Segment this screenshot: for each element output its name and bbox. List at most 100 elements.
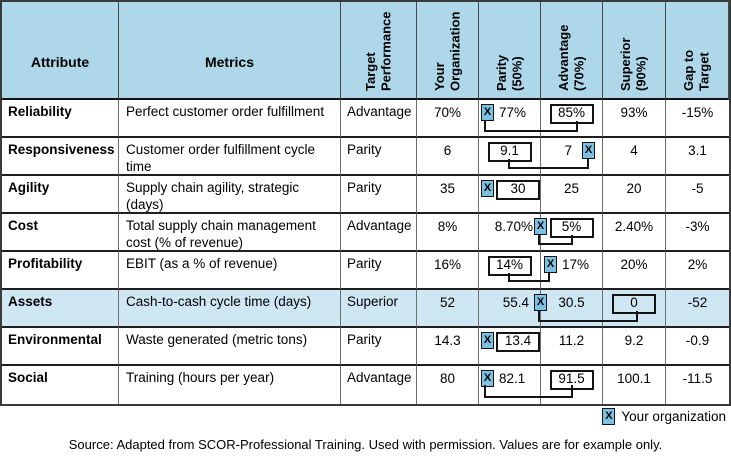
advantage-cell: 5% bbox=[541, 214, 603, 252]
source-citation: Source: Adapted from SCOR-Professional T… bbox=[68, 437, 663, 452]
benchmark-value: 17% bbox=[562, 257, 590, 272]
column-header-advantage: Advantage (70%) bbox=[541, 2, 603, 100]
attribute-cell-agility: Agility bbox=[2, 176, 119, 214]
rotated-header-label: Superior (90%) bbox=[618, 37, 649, 91]
column-header-your-organization: Your Organization bbox=[417, 2, 479, 100]
connector-line-reliability bbox=[484, 121, 578, 132]
advantage-cell: 30.5 bbox=[541, 290, 603, 328]
your-org-marker-icon: X bbox=[602, 408, 616, 425]
connector-line-social bbox=[484, 385, 573, 398]
your-organization-cell: 70% bbox=[417, 100, 479, 138]
superior-cell: 9.2 bbox=[603, 328, 666, 366]
parity-cell: 9.1 bbox=[479, 138, 541, 176]
benchmark-value: 20% bbox=[620, 257, 648, 272]
attribute-cell-responsiveness: Responsiveness bbox=[2, 138, 119, 176]
your-org-marker-icon: X bbox=[481, 370, 494, 387]
parity-cell: X 13.4 bbox=[479, 328, 541, 366]
target-box-value: 13.4 bbox=[496, 332, 540, 352]
metric-cell: Supply chain agility, strategic (days) bbox=[119, 176, 341, 214]
column-header-parity: Parity (50%) bbox=[479, 2, 541, 100]
target-box-value: 85% bbox=[549, 104, 594, 124]
superior-cell: 0 bbox=[603, 290, 666, 328]
benchmark-value: 77% bbox=[499, 105, 527, 120]
benchmark-value: 25 bbox=[563, 181, 580, 196]
rotated-header-label: Advantage (70%) bbox=[555, 24, 587, 91]
target-performance-cell: Parity bbox=[341, 252, 417, 290]
advantage-cell: 85% bbox=[541, 100, 603, 138]
parity-cell: 8.70% X bbox=[479, 214, 547, 252]
connector-line-profitability bbox=[508, 273, 550, 282]
benchmark-value: 20 bbox=[626, 181, 642, 196]
column-header-superior: Superior (90%) bbox=[603, 2, 666, 100]
gap-to-target-cell: -11.5 bbox=[682, 371, 713, 386]
connector-line-cost bbox=[538, 235, 573, 245]
benchmark-value: 8.70% bbox=[494, 219, 533, 234]
your-organization-cell: 35 bbox=[417, 176, 479, 214]
your-organization-cell: 80 bbox=[417, 366, 479, 404]
benchmark-value: 55.4 bbox=[502, 295, 529, 310]
parity-cell: 14% bbox=[479, 252, 541, 290]
rotated-header-label: Your Organization bbox=[431, 11, 463, 91]
your-organization-cell: 6 bbox=[417, 138, 479, 176]
superior-cell: 20% bbox=[603, 252, 666, 290]
parity-cell: X 30 bbox=[479, 176, 541, 214]
your-organization-cell: 14.3 bbox=[417, 328, 479, 366]
metric-cell: Cash-to-cash cycle time (days) bbox=[119, 290, 341, 328]
superior-cell: 4 bbox=[603, 138, 666, 176]
superior-cell: 93% bbox=[603, 100, 666, 138]
gap-to-target-cell: 2% bbox=[666, 252, 729, 290]
benchmark-value: 7 bbox=[564, 143, 572, 158]
gap-to-target-cell: -52 bbox=[666, 290, 729, 328]
gap-to-target-cell: -0.9 bbox=[666, 328, 729, 366]
target-performance-cell: Superior bbox=[341, 290, 417, 328]
target-performance-cell: Advantage bbox=[341, 214, 417, 252]
target-performance-cell: Parity bbox=[341, 328, 417, 366]
gap-to-target-cell: 3.1 bbox=[666, 138, 729, 176]
target-performance-cell: Parity bbox=[341, 138, 417, 176]
benchmark-value: 30.5 bbox=[558, 295, 585, 310]
benchmark-value: 11.2 bbox=[558, 333, 585, 348]
rotated-header-label: Gap to Target bbox=[681, 49, 712, 91]
gap-to-target-cell: -5 bbox=[666, 176, 729, 214]
target-box-value: 0 bbox=[612, 294, 656, 314]
benchmark-value: 2.40% bbox=[614, 219, 654, 234]
superior-cell: 2.40% bbox=[603, 214, 666, 252]
your-organization-cell: 8% bbox=[417, 214, 479, 252]
column-header-gap-to-target: Gap to Target bbox=[666, 2, 729, 100]
legend: X Your organization bbox=[602, 408, 726, 425]
attribute-cell-cost: Cost bbox=[2, 214, 119, 252]
attribute-cell-environmental: Environmental bbox=[2, 328, 119, 366]
advantage-cell: X 17% bbox=[541, 252, 603, 290]
target-performance-cell: Advantage bbox=[341, 366, 417, 404]
benchmark-table: Attribute Metrics Target Performance You… bbox=[0, 0, 731, 406]
your-org-marker-icon: X bbox=[534, 294, 547, 311]
advantage-cell: 25 bbox=[541, 176, 603, 214]
attribute-cell-assets: Assets bbox=[2, 290, 119, 328]
your-org-marker-icon: X bbox=[544, 256, 557, 273]
target-performance-cell: Advantage bbox=[341, 100, 417, 138]
rotated-header-label: Parity (50%) bbox=[493, 54, 525, 91]
your-org-marker-icon: X bbox=[481, 180, 494, 197]
attribute-cell-reliability: Reliability bbox=[2, 100, 119, 138]
your-org-marker-icon: X bbox=[534, 218, 547, 235]
legend-label: Your organization bbox=[621, 409, 726, 424]
connector-line-assets bbox=[538, 311, 638, 322]
column-header-metrics: Metrics bbox=[119, 2, 341, 100]
your-organization-cell: 16% bbox=[417, 252, 479, 290]
metric-cell: Waste generated (metric tons) bbox=[119, 328, 341, 366]
target-performance-cell: Parity bbox=[341, 176, 417, 214]
column-header-target-performance: Target Performance bbox=[341, 2, 417, 100]
rotated-header-label: Target Performance bbox=[362, 11, 394, 91]
gap-to-target-cell: -15% bbox=[666, 100, 729, 138]
your-organization-cell: 52 bbox=[417, 290, 479, 328]
parity-cell: X 82.1 bbox=[479, 366, 541, 404]
benchmark-value: 9.2 bbox=[624, 333, 644, 348]
benchmark-value: 100.1 bbox=[617, 371, 651, 386]
attribute-cell-profitability: Profitability bbox=[2, 252, 119, 290]
parity-cell: X 77% bbox=[479, 100, 541, 138]
metric-cell: Perfect customer order fulfillment bbox=[119, 100, 341, 138]
your-org-marker-icon: X bbox=[582, 142, 595, 159]
your-org-marker-icon: X bbox=[481, 332, 494, 349]
